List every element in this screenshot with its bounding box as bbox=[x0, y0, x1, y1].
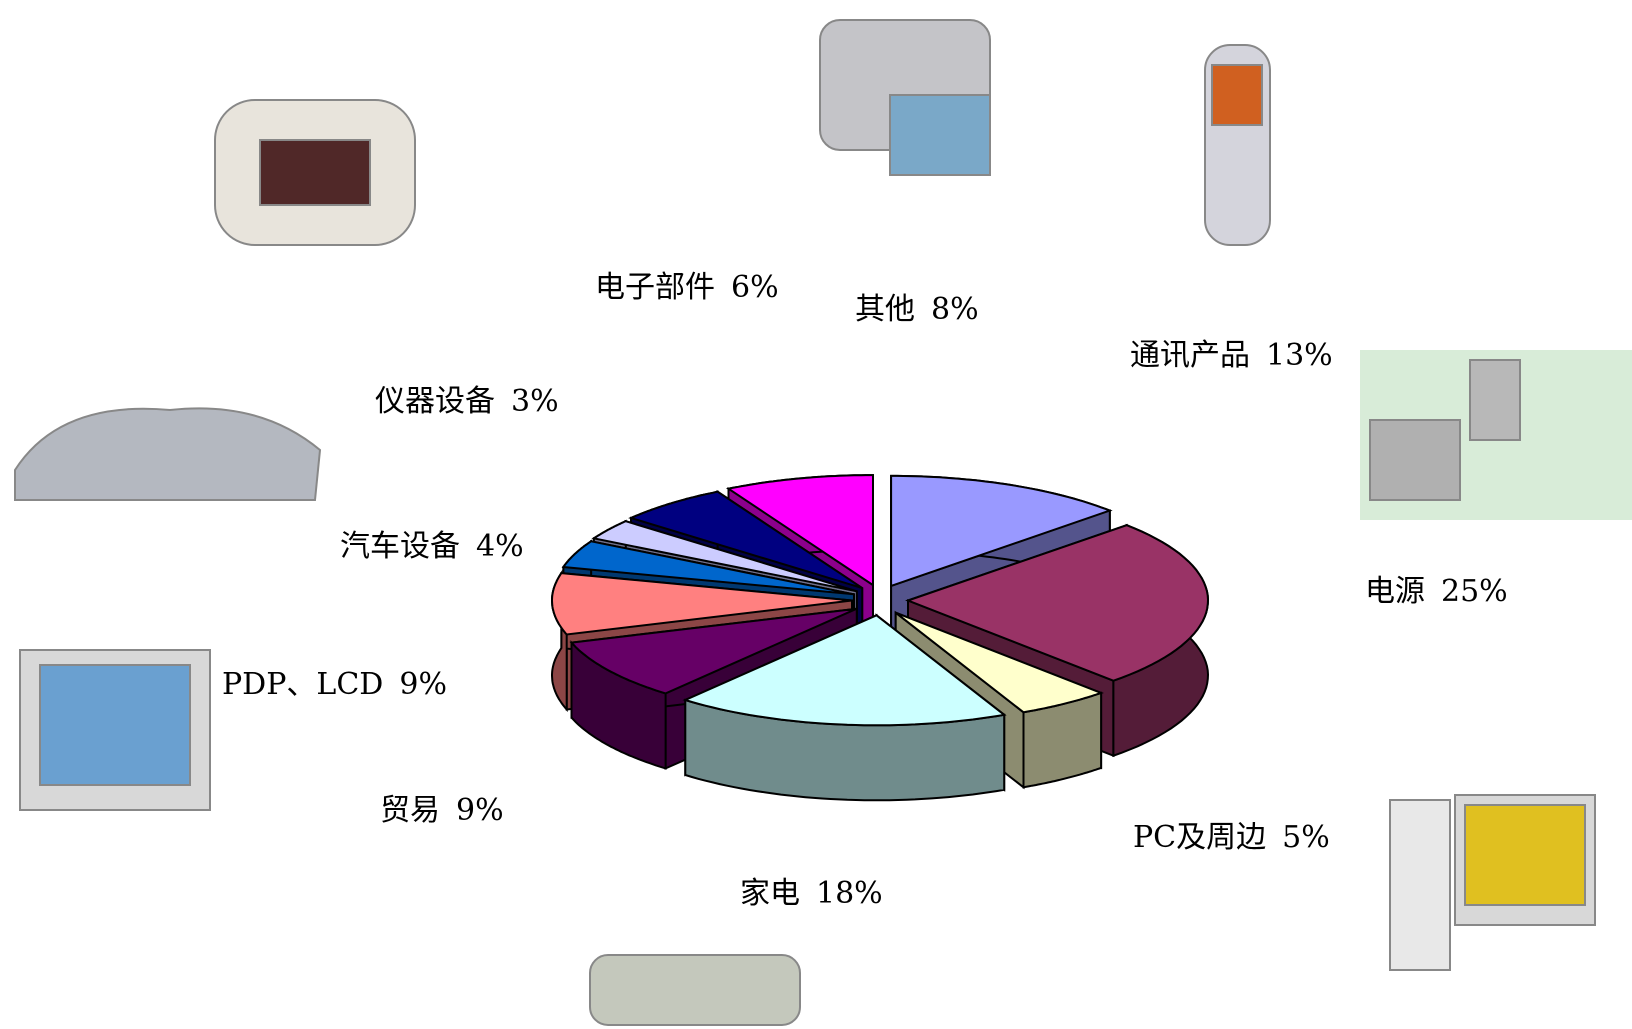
category-name: PDP、LCD bbox=[222, 667, 383, 702]
value-label: 9% bbox=[399, 667, 447, 702]
slice-label: PC及周边 5% bbox=[1133, 820, 1330, 855]
value-label: 6% bbox=[731, 270, 779, 305]
page: 通讯产品 13% 电源 25% PC及周边 5% 家电 18% 贸易 9% PDP、LCD 9% 汽车设… bbox=[0, 0, 1632, 1029]
power-supply-image bbox=[1470, 360, 1520, 440]
slice-label: 汽车设备 4% bbox=[340, 529, 524, 564]
value-label: 8% bbox=[931, 292, 979, 327]
chart: 通讯产品 13% 电源 25% PC及周边 5% 家电 18% 贸易 9% PDP、LCD 9% 汽车设… bbox=[0, 0, 1632, 1029]
value-label: 4% bbox=[476, 529, 524, 564]
car-image bbox=[15, 408, 320, 500]
power-supply-image bbox=[1370, 420, 1460, 500]
slice-label: 贸易 9% bbox=[380, 793, 504, 828]
slice-label: 家电 18% bbox=[740, 876, 883, 911]
value-label: 18% bbox=[816, 876, 883, 911]
category-name: 家电 bbox=[740, 876, 800, 911]
value-label: 13% bbox=[1266, 338, 1333, 373]
slice-label: 其他 8% bbox=[855, 292, 979, 327]
monitor-screen bbox=[40, 665, 190, 785]
category-name: 电子部件 bbox=[595, 270, 715, 305]
category-name: 贸易 bbox=[380, 793, 440, 828]
air-conditioner-image bbox=[590, 955, 800, 1025]
pc-screen bbox=[1465, 805, 1585, 905]
pie bbox=[552, 475, 1208, 800]
pc-tower-image bbox=[1390, 800, 1450, 970]
headrest-screen bbox=[260, 140, 370, 205]
value-label: 5% bbox=[1282, 820, 1330, 855]
slice-label: 仪器设备 3% bbox=[375, 384, 559, 419]
value-label: 3% bbox=[511, 384, 559, 419]
value-label: 25% bbox=[1441, 574, 1508, 609]
category-name: PC及周边 bbox=[1133, 820, 1266, 855]
category-name: 汽车设备 bbox=[340, 529, 460, 564]
category-name: 仪器设备 bbox=[375, 384, 495, 419]
slice-label: 电源 25% bbox=[1365, 574, 1508, 609]
category-name: 电源 bbox=[1365, 574, 1425, 609]
slice-label: PDP、LCD 9% bbox=[222, 667, 447, 702]
slice-label: 电子部件 6% bbox=[595, 270, 779, 305]
category-name: 通讯产品 bbox=[1130, 338, 1250, 373]
category-name: 其他 bbox=[855, 292, 915, 327]
value-label: 9% bbox=[456, 793, 504, 828]
phone-screen bbox=[1212, 65, 1262, 125]
slice-label: 通讯产品 13% bbox=[1130, 338, 1333, 373]
camcorder-screen bbox=[890, 95, 990, 175]
